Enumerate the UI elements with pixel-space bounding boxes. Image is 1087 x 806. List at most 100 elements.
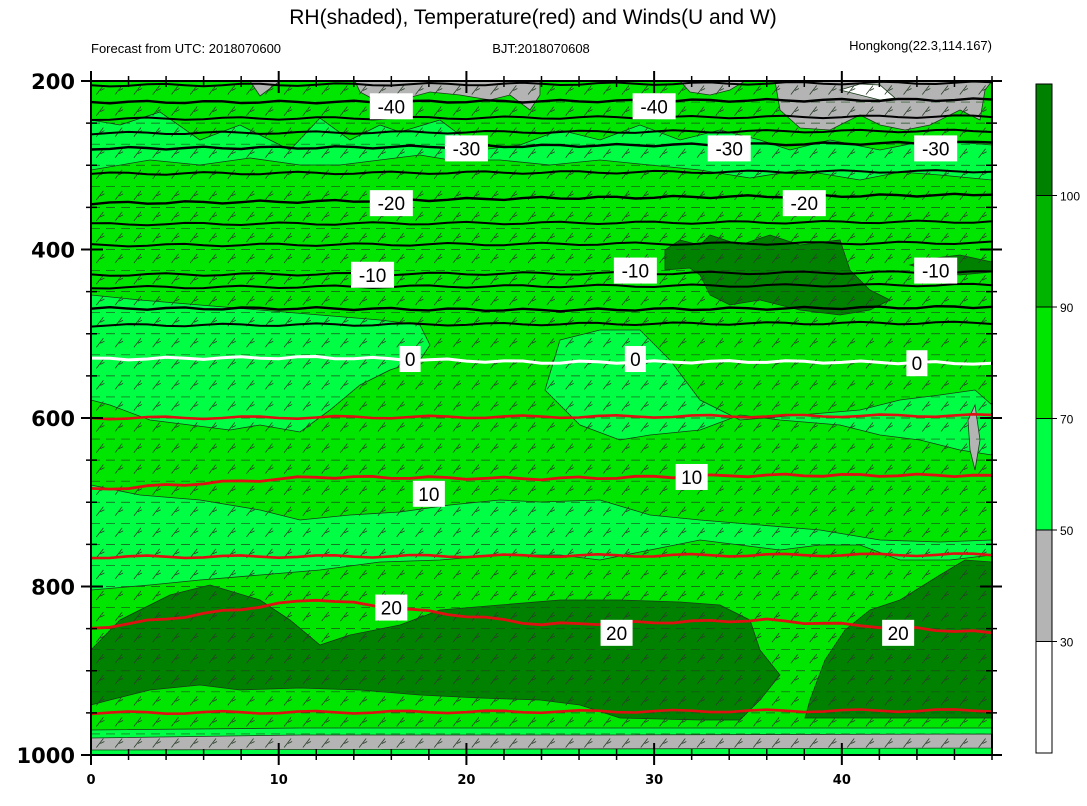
wind-barb <box>340 211 349 222</box>
wind-barb <box>696 211 706 222</box>
wind-barb <box>415 653 424 664</box>
wind-barb <box>527 148 537 158</box>
wind-barb <box>659 422 668 432</box>
wind-barb <box>828 632 837 643</box>
wind-barb <box>246 569 255 580</box>
wind-barb <box>114 380 124 390</box>
wind-barb <box>884 422 893 432</box>
y-tick-label: 400 <box>31 239 75 263</box>
wind-barb <box>265 422 274 432</box>
wind-barb <box>509 506 518 517</box>
wind-barb <box>790 464 800 474</box>
rh-band-30-50 <box>91 733 992 751</box>
wind-barb <box>846 338 856 348</box>
wind-barb <box>490 85 499 95</box>
wind-barb <box>659 211 668 222</box>
wind-barb <box>340 464 349 474</box>
wind-barb <box>358 338 368 348</box>
wind-barb <box>509 253 518 264</box>
wind-barb <box>452 485 462 495</box>
wind-barb <box>433 359 443 369</box>
wind-barb <box>884 675 893 685</box>
wind-barb <box>321 253 330 264</box>
wind-barb <box>227 443 236 453</box>
wind-barb <box>433 295 443 306</box>
wind-barb <box>246 653 255 664</box>
wind-barb <box>828 527 837 538</box>
colorbar-swatch <box>1035 83 1053 196</box>
wind-barb <box>865 422 875 432</box>
wind-barb <box>321 401 330 411</box>
wind-barb <box>546 295 556 306</box>
colorbar: 30 50 70 90 100 <box>1035 83 1080 754</box>
wind-barb <box>302 85 312 95</box>
wind-barb <box>978 85 987 95</box>
wind-barb <box>734 443 743 453</box>
wind-barb <box>659 569 668 580</box>
wind-barb <box>227 401 236 411</box>
wind-barb <box>321 211 330 222</box>
wind-barb <box>565 506 574 517</box>
wind-barb <box>283 338 293 348</box>
wind-barb <box>133 738 143 748</box>
wind-barb <box>715 232 725 243</box>
wind-barb <box>978 253 987 264</box>
wind-barb <box>133 611 143 622</box>
chart-title: RH(shaded), Temperature(red) and Winds(U… <box>289 6 776 29</box>
wind-barb <box>340 569 349 580</box>
wind-barb <box>283 696 293 706</box>
isotherm--30 <box>91 140 992 151</box>
wind-barb <box>865 738 875 748</box>
wind-barb <box>828 485 837 495</box>
wind-barb <box>189 569 199 580</box>
wind-barb <box>865 443 875 453</box>
wind-barb <box>753 653 762 664</box>
wind-barb <box>565 274 574 285</box>
wind-barb <box>771 717 781 727</box>
wind-barb <box>114 590 124 601</box>
wind-barb <box>865 717 875 727</box>
wind-barb <box>696 422 706 432</box>
wind-barb <box>659 717 668 727</box>
wind-barb <box>96 675 105 685</box>
wind-barb <box>114 569 124 580</box>
wind-barb <box>978 380 987 390</box>
wind-barb <box>753 380 762 390</box>
wind-barb <box>565 338 574 348</box>
wind-barb <box>377 422 387 432</box>
wind-barb <box>940 232 950 243</box>
wind-barb <box>846 85 856 95</box>
wind-barb <box>903 380 912 390</box>
wind-barb <box>133 190 143 201</box>
wind-barb <box>734 253 743 264</box>
wind-barb <box>340 338 349 348</box>
isotherm-unlabeled <box>91 169 992 176</box>
wind-barb <box>884 211 893 222</box>
wind-barb <box>283 590 293 601</box>
wind-barb <box>959 274 969 285</box>
wind-barb <box>771 675 781 685</box>
wind-barb <box>715 696 725 706</box>
wind-barb <box>133 675 143 685</box>
wind-barb <box>321 696 330 706</box>
wind-barb <box>415 274 424 285</box>
wind-barb <box>265 611 274 622</box>
wind-barb <box>978 106 987 116</box>
wind-barb <box>396 401 405 411</box>
contour-label: -40 <box>378 97 405 118</box>
wind-barb <box>846 506 856 517</box>
wind-barb <box>415 338 424 348</box>
wind-barb <box>283 359 293 369</box>
wind-barb <box>865 464 875 474</box>
wind-barb <box>753 422 762 432</box>
wind-barb <box>246 190 255 201</box>
wind-barb <box>396 738 405 748</box>
wind-barb <box>509 632 518 643</box>
wind-barb <box>565 485 574 495</box>
wind-barb <box>565 675 574 685</box>
wind-barb <box>602 190 612 201</box>
wind-barb <box>246 738 255 748</box>
contour-label: -20 <box>378 194 405 215</box>
wind-barb <box>152 590 161 601</box>
wind-barb <box>790 506 800 517</box>
